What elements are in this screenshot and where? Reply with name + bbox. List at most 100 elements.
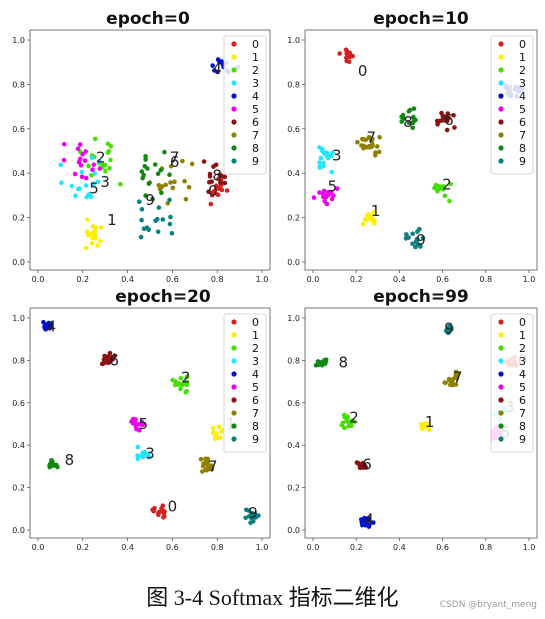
scatter-point-class-3 bbox=[92, 171, 97, 176]
scatter-point-class-6 bbox=[100, 361, 106, 366]
legend-box bbox=[490, 35, 534, 175]
scatter-point-class-2 bbox=[103, 168, 108, 174]
legend-entry: 9 bbox=[252, 433, 259, 446]
cluster-label: 2 bbox=[96, 149, 106, 167]
scatter-point-class-7 bbox=[359, 143, 364, 148]
scatter-point-class-3 bbox=[135, 456, 141, 462]
scatter-point-class-3 bbox=[317, 145, 322, 150]
scatter-point-class-0 bbox=[344, 58, 350, 64]
scatter-point-class-1 bbox=[98, 225, 104, 230]
x-tick-label: 0.2 bbox=[350, 543, 363, 552]
legend-entry: 0 bbox=[252, 38, 259, 51]
y-tick-label: 0.4 bbox=[287, 169, 300, 178]
legend-entry: 4 bbox=[519, 368, 526, 381]
x-tick-label: 0.2 bbox=[76, 275, 89, 284]
legend-entry: 4 bbox=[519, 90, 526, 103]
legend-marker bbox=[498, 345, 504, 351]
scatter-point-class-7 bbox=[163, 182, 168, 188]
scatter-point-class-7 bbox=[377, 135, 382, 140]
y-tick-label: 1.0 bbox=[12, 314, 25, 323]
scatter-point-class-3 bbox=[327, 153, 332, 159]
legend-marker bbox=[231, 358, 237, 364]
scatter-point-class-3 bbox=[59, 180, 64, 185]
legend-marker bbox=[498, 67, 504, 73]
cluster-label: 2 bbox=[349, 409, 359, 427]
scatter-point-class-5 bbox=[82, 158, 88, 163]
scatter-point-class-2 bbox=[92, 136, 98, 142]
x-tick-label: 0.6 bbox=[436, 275, 449, 284]
legend-entry: 8 bbox=[252, 142, 259, 155]
scatter-point-class-1 bbox=[88, 231, 94, 236]
y-tick-label: 1.0 bbox=[287, 314, 300, 323]
scatter-point-class-1 bbox=[214, 435, 220, 440]
scatter-point-class-9 bbox=[413, 239, 419, 244]
x-tick-label: 1.0 bbox=[256, 275, 269, 284]
cluster-label: 1 bbox=[371, 202, 381, 220]
scatter-point-class-8 bbox=[411, 106, 417, 111]
scatter-point-class-7 bbox=[453, 369, 459, 375]
scatter-point-class-7 bbox=[180, 158, 185, 164]
scatter-point-class-6 bbox=[219, 173, 224, 178]
scatter-point-class-6 bbox=[222, 180, 228, 186]
scatter-point-class-7 bbox=[168, 180, 173, 185]
legend-entry: 9 bbox=[519, 433, 526, 446]
legend-entry: 0 bbox=[519, 316, 526, 329]
scatter-point-class-4 bbox=[43, 325, 49, 331]
panel-title: epoch=20 bbox=[115, 287, 211, 307]
legend-entry: 6 bbox=[519, 116, 526, 129]
figure-panels: epoch=0 0.0 0.2 0.4 0.6 0.8 1.0 0.0 0.2 0.4 0.6 0.8… bbox=[12, 9, 538, 552]
scatter-point-class-5 bbox=[91, 162, 97, 167]
y-tick-label: 0.8 bbox=[12, 356, 25, 365]
scatter-point-class-8 bbox=[150, 196, 155, 202]
scatter-point-class-6 bbox=[451, 113, 456, 118]
scatter-point-class-5 bbox=[80, 151, 85, 157]
scatter-point-class-5 bbox=[136, 421, 141, 427]
cluster-label: 4 bbox=[47, 317, 57, 335]
cluster-label: 9 bbox=[248, 504, 258, 522]
legend-marker bbox=[231, 332, 237, 338]
scatter-point-class-8 bbox=[167, 172, 172, 177]
scatter-point-class-0 bbox=[152, 506, 157, 511]
scatter-point-class-8 bbox=[145, 166, 150, 171]
scatter-point-class-9 bbox=[138, 234, 144, 240]
scatter-point-class-4 bbox=[360, 518, 365, 523]
y-tick-label: 0.8 bbox=[287, 80, 300, 89]
scatter-point-class-5 bbox=[77, 142, 83, 147]
scatter-point-class-5 bbox=[329, 196, 335, 202]
y-tick-label: 0.4 bbox=[12, 169, 25, 178]
scatter-point-class-3 bbox=[321, 160, 327, 166]
y-tick-label: 0.0 bbox=[12, 258, 25, 267]
scatter-point-class-6 bbox=[452, 125, 457, 130]
scatter-point-class-1 bbox=[84, 229, 90, 234]
legend-marker bbox=[231, 345, 237, 351]
scatter-point-class-5 bbox=[78, 156, 83, 162]
legend-marker bbox=[231, 423, 237, 429]
x-tick-label: 0.0 bbox=[307, 543, 320, 552]
scatter-point-class-2 bbox=[118, 181, 123, 187]
legend-marker bbox=[498, 119, 504, 125]
y-tick-label: 0.2 bbox=[287, 484, 300, 493]
scatter-point-class-5 bbox=[79, 174, 85, 180]
scatter-point-class-9 bbox=[448, 325, 454, 331]
scatter-point-class-7 bbox=[198, 456, 204, 462]
scatter-point-class-1 bbox=[371, 209, 377, 215]
x-tick-label: 1.0 bbox=[523, 275, 536, 284]
cluster-label: 9 bbox=[444, 320, 454, 338]
scatter-point-class-3 bbox=[318, 155, 324, 161]
legend-marker bbox=[498, 145, 504, 151]
scatter-point-class-9 bbox=[169, 231, 175, 236]
scatter-point-class-8 bbox=[319, 360, 324, 365]
scatter-point-class-1 bbox=[369, 214, 374, 219]
scatter-point-class-7 bbox=[201, 461, 206, 466]
scatter-point-class-5 bbox=[131, 416, 136, 422]
figure-caption: 图 3-4 Softmax 指标二维化 bbox=[146, 585, 399, 610]
scatter-point-class-8 bbox=[141, 172, 146, 178]
scatter-point-class-4 bbox=[210, 63, 215, 68]
scatter-point-class-3 bbox=[83, 183, 89, 188]
scatter-point-class-7 bbox=[363, 137, 369, 143]
scatter-point-class-6 bbox=[357, 463, 363, 468]
cluster-label: 7 bbox=[170, 149, 180, 167]
scatter-point-class-0 bbox=[345, 49, 350, 54]
scatter-point-class-9 bbox=[243, 515, 248, 521]
scatter-point-class-6 bbox=[106, 360, 112, 365]
